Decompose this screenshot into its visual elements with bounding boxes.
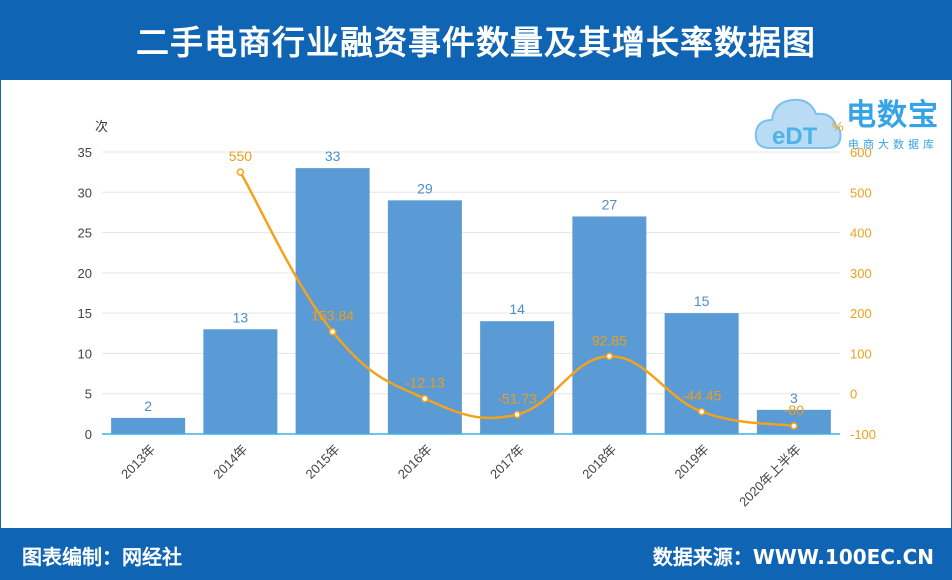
bar [111, 417, 186, 434]
y-axis-right: -100 0 100 200 300 400 500 600 [850, 145, 876, 442]
line-series [236, 168, 798, 430]
bar [203, 329, 278, 434]
y-tick-label-right: 200 [850, 306, 872, 321]
header-bar: 二手电商行业融资事件数量及其增长率数据图 [0, 0, 952, 80]
line-point [790, 422, 798, 430]
y-tick-label-right: 100 [850, 346, 872, 361]
y-axis-left: 0 5 10 15 20 25 30 35 [78, 145, 92, 442]
footer-bar: 图表编制：网经社 数据来源：WWW.100EC.CN [0, 528, 952, 580]
x-tick-label: 2018年 [579, 442, 619, 482]
bar-value-label: 13 [233, 309, 249, 325]
bar-value-label: 3 [790, 390, 798, 406]
chart-title: 二手电商行业融资事件数量及其增长率数据图 [136, 23, 816, 62]
footer-source: 数据来源：WWW.100EC.CN [652, 545, 934, 569]
x-tick-label: 2019年 [671, 442, 711, 482]
y-tick-label-left: 25 [78, 226, 92, 241]
line-point [236, 168, 245, 176]
y-tick-label-left: 15 [78, 306, 92, 321]
line-value-label: -12.13 [405, 375, 445, 391]
bar [664, 313, 739, 434]
data-labels: 2 13 33 29 14 27 15 3 550 153.84 -12.13 -51.73 92.85… [144, 148, 804, 418]
bar-value-label: 15 [694, 293, 710, 309]
line-point [328, 327, 337, 336]
line-point [421, 394, 429, 403]
line-value-label: 550 [229, 148, 253, 164]
line-point [605, 352, 614, 361]
bar [295, 168, 370, 434]
x-tick-label: 2013年 [118, 442, 158, 482]
logo-mark: eDT [772, 123, 818, 150]
line-point [513, 410, 521, 419]
bar-value-label: 27 [602, 196, 618, 212]
y-axis-right-label: % [832, 119, 844, 134]
bar-value-label: 2 [144, 398, 152, 414]
bar-series [111, 168, 831, 434]
bar-value-label: 29 [417, 180, 433, 196]
line-value-label: -51.73 [497, 391, 537, 407]
y-tick-label-left: 5 [85, 387, 92, 402]
bar [572, 216, 647, 434]
x-tick-label: 2017年 [487, 442, 527, 482]
bar-value-label: 14 [509, 301, 525, 317]
chart-canvas: 0 5 10 15 20 25 30 35 -100 0 100 200 300 400 500 600 2… [78, 119, 877, 510]
footer-credit: 图表编制：网经社 [22, 545, 182, 569]
y-tick-label-left: 0 [85, 427, 92, 442]
y-tick-label-left: 10 [78, 346, 92, 361]
cloud-icon: eDT [754, 98, 842, 150]
y-axis-left-label: 次 [95, 119, 108, 135]
logo: eDT 电数宝 电商大数据库 [750, 86, 950, 160]
line-value-label: -80 [784, 402, 804, 418]
y-tick-label-left: 30 [78, 185, 92, 200]
x-tick-label: 2020年上半年 [736, 442, 804, 510]
y-tick-label-left: 20 [78, 266, 92, 281]
logo-brand: 电数宝 [846, 98, 939, 133]
bar-value-label: 33 [325, 148, 341, 164]
logo-subtitle: 电商大数据库 [848, 138, 938, 151]
line-value-label: 153.84 [311, 308, 354, 324]
y-tick-label-right: -100 [850, 427, 876, 442]
y-tick-label-left: 35 [78, 145, 92, 160]
y-tick-label-right: 600 [850, 145, 872, 160]
x-tick-label: 2014年 [210, 442, 250, 482]
y-tick-label-right: 500 [850, 185, 872, 200]
line-point [697, 407, 706, 416]
y-tick-label-right: 400 [850, 226, 872, 241]
x-tick-label: 2015年 [302, 442, 342, 482]
bar [756, 409, 831, 434]
y-tick-label-right: 300 [850, 266, 872, 281]
x-tick-label: 2016年 [395, 442, 435, 482]
x-axis: 2013年 2014年 2015年 2016年 2017年 2018年 2019年 2020年… [102, 433, 840, 510]
line-value-label: -44.45 [682, 388, 722, 404]
line-value-label: 92.85 [592, 332, 627, 348]
y-tick-label-right: 0 [850, 387, 857, 402]
